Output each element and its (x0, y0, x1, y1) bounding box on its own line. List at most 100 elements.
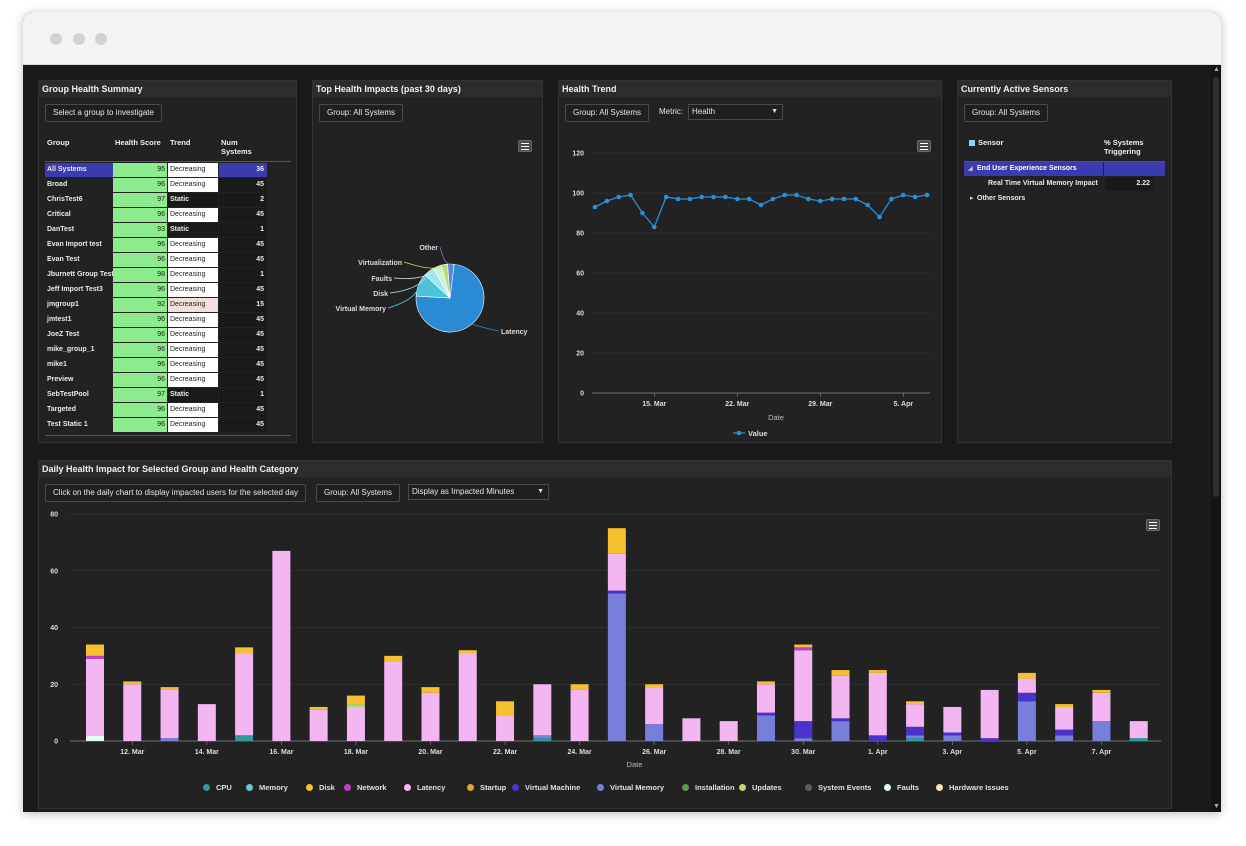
data-point[interactable] (663, 194, 669, 200)
bar-segment-latency[interactable] (458, 653, 477, 741)
bar-segment-latency[interactable] (309, 709, 328, 741)
bar-segment-virtual-memory[interactable] (943, 735, 962, 741)
bar-segment-cpu[interactable] (906, 738, 925, 741)
legend-item-disk[interactable]: Disk (306, 783, 335, 792)
data-point[interactable] (628, 192, 633, 198)
data-point[interactable] (889, 196, 894, 202)
data-point[interactable] (640, 210, 645, 216)
bar-segment-disk[interactable] (496, 701, 515, 716)
bar-segment-latency[interactable] (868, 672, 887, 736)
group-select-button[interactable]: Group: All Systems (319, 104, 404, 122)
bar-segment-cpu[interactable] (1129, 738, 1148, 741)
line-chart[interactable]: 0 20 40 60 80 100 120 15. Mar 22. Mar 29. Mar 5. A… (559, 131, 941, 441)
bar-segment-latency[interactable] (86, 658, 104, 736)
data-point[interactable] (616, 194, 622, 200)
group-select-button[interactable]: Group: All Systems (964, 104, 1049, 122)
data-point[interactable] (806, 196, 811, 202)
bar-segment-disk[interactable] (906, 701, 925, 705)
data-point[interactable] (687, 196, 693, 202)
legend-item-memory[interactable]: Memory (246, 783, 288, 792)
group-table-row[interactable]: Targeted 96 Decreasing 45 (45, 403, 291, 417)
bar-segment-virtual-machine[interactable] (943, 732, 962, 736)
bar-segment-latency[interactable] (1017, 678, 1036, 693)
data-point[interactable] (746, 196, 752, 202)
bar-segment-latency[interactable] (1129, 721, 1148, 739)
bar-segment-disk[interactable] (1055, 704, 1074, 707)
bar-segment-virtual-machine[interactable] (607, 590, 626, 594)
bar-segment-virtual-machine[interactable] (794, 721, 813, 739)
data-point[interactable] (675, 196, 681, 202)
window-control-dot[interactable] (73, 33, 85, 45)
hamburger-menu-icon[interactable] (518, 140, 532, 152)
bar-segment-virtual-memory[interactable] (607, 593, 626, 741)
bar-segment-disk[interactable] (868, 670, 887, 673)
data-point[interactable] (912, 194, 918, 200)
scroll-down-arrow-icon[interactable]: ▼ (1213, 803, 1220, 810)
data-point[interactable] (829, 196, 835, 202)
bar-segment-virtual-memory[interactable] (1055, 735, 1074, 741)
bar-segment-virtual-machine[interactable] (906, 726, 925, 736)
bar-segment-virtual-memory[interactable] (906, 735, 925, 739)
bar-segment-virtual-memory[interactable] (794, 738, 813, 741)
stacked-bar-chart[interactable]: 0 20 40 60 80 12. Mar 14. Mar 16. Mar 18. Mar 20.… (39, 506, 1171, 806)
data-point[interactable] (782, 192, 788, 198)
data-point[interactable] (853, 196, 859, 202)
data-point[interactable] (592, 204, 598, 210)
bar-segment-virtual-machine[interactable] (831, 718, 850, 722)
daily-hint-button[interactable]: Click on the daily chart to display impa… (45, 484, 307, 502)
bar-segment-latency[interactable] (756, 684, 775, 713)
data-point[interactable] (723, 194, 728, 200)
bar-segment-latency[interactable] (272, 550, 291, 741)
col-header-health-score[interactable]: Health Score (115, 138, 161, 147)
bar-segment-virtual-memory[interactable] (1017, 701, 1036, 741)
bar-segment-latency[interactable] (160, 689, 179, 739)
bar-segment-updates[interactable] (346, 704, 365, 707)
group-table-row[interactable]: Critical 96 Decreasing 45 (45, 208, 291, 222)
bar-segment-virtual-machine[interactable] (868, 735, 887, 741)
bar-segment-virtual-machine[interactable] (1055, 729, 1074, 736)
data-point[interactable] (841, 196, 847, 202)
group-table-row[interactable]: Jeff Import Test3 96 Decreasing 45 (45, 283, 291, 297)
bar-segment-network[interactable] (794, 647, 813, 651)
legend-item-installation[interactable]: Installation (682, 783, 735, 792)
bar-segment-disk[interactable] (831, 670, 850, 676)
bar-segment-latency[interactable] (645, 687, 664, 724)
bar-segment-latency[interactable] (1092, 692, 1111, 722)
bar-segment-virtual-machine[interactable] (756, 712, 775, 716)
bar-segment-virtual-memory[interactable] (533, 735, 552, 739)
data-point[interactable] (924, 192, 930, 198)
data-point[interactable] (770, 196, 776, 202)
legend-item-cpu[interactable]: CPU (203, 783, 232, 792)
hamburger-menu-icon[interactable] (1146, 519, 1160, 531)
group-table-row[interactable]: mike_group_1 96 Decreasing 45 (45, 343, 291, 357)
legend-item-system-events[interactable]: System Events (805, 783, 871, 792)
bar-segment-latency[interactable] (794, 650, 813, 722)
legend-item-updates[interactable]: Updates (739, 783, 782, 792)
bar-segment-disk[interactable] (1017, 672, 1036, 679)
sensor-group-row-selected[interactable]: ◢ End User Experience Sensors (964, 162, 1165, 176)
scrollbar-thumb[interactable] (1213, 77, 1219, 497)
collapse-caret-icon[interactable]: ▸ (970, 195, 974, 202)
series-line-value[interactable] (594, 194, 928, 229)
window-control-dot[interactable] (95, 33, 107, 45)
sensor-group-row[interactable]: ▸ Other Sensors (964, 192, 1153, 206)
group-table-row[interactable]: jmtest1 96 Decreasing 45 (45, 313, 291, 327)
bar-segment-disk[interactable] (458, 650, 477, 654)
group-table-row[interactable]: Evan Test 96 Decreasing 45 (45, 253, 291, 267)
legend-item-startup[interactable]: Startup (467, 783, 506, 792)
metric-select[interactable]: Health ▼ (688, 104, 783, 120)
bar-segment-latency[interactable] (570, 689, 589, 741)
group-table-row[interactable]: Test Static 1 96 Decreasing 45 (45, 418, 291, 432)
bar-segment-disk[interactable] (346, 695, 365, 705)
group-table-row[interactable]: jmgroup1 92 Decreasing 15 (45, 298, 291, 312)
bar-segment-disk[interactable] (756, 681, 775, 685)
data-point[interactable] (734, 196, 740, 202)
bar-segment-latency[interactable] (607, 553, 626, 591)
bar-segment-disk[interactable] (235, 647, 254, 654)
bar-segment-latency[interactable] (123, 684, 142, 741)
select-group-button[interactable]: Select a group to investigate (45, 104, 162, 122)
bar-segment-latency[interactable] (719, 721, 738, 741)
group-table-row[interactable]: JoeZ Test 96 Decreasing 45 (45, 328, 291, 342)
sensor-row[interactable]: Real Time Virtual Memory Impact 2.22 (964, 177, 1153, 191)
group-table-row[interactable]: SebTestPool 97 Static 1 (45, 388, 291, 402)
